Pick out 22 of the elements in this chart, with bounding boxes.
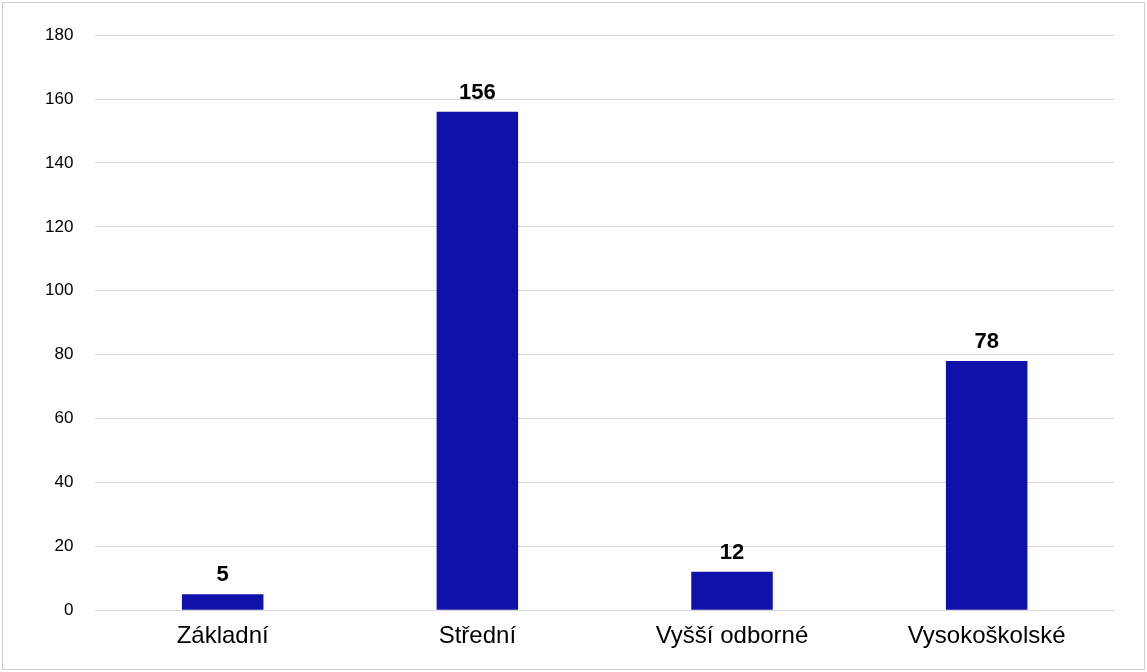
x-tick-label: Střední [438, 621, 517, 649]
data-label: 12 [719, 538, 745, 564]
y-tick-label: 100 [44, 280, 74, 300]
data-label: 5 [216, 561, 229, 587]
y-tick-label: 20 [54, 536, 74, 555]
bar [691, 571, 773, 610]
data-label: 156 [458, 78, 496, 104]
data-label: 78 [974, 328, 999, 354]
bar [436, 111, 519, 610]
y-tick-label: 120 [44, 216, 74, 236]
bar [181, 594, 264, 610]
y-tick-label: 140 [44, 152, 74, 172]
x-tick-label: Základní [176, 621, 270, 649]
y-tick-label: 160 [44, 88, 74, 108]
y-tick-label: 40 [54, 472, 74, 492]
x-tick-label: Vysokoškolské [907, 621, 1066, 649]
y-tick-label: 180 [44, 24, 74, 44]
y-tick-label: 60 [54, 408, 74, 428]
y-tick-label: 80 [54, 344, 74, 364]
x-tick-label: Vyšší odborné [655, 621, 809, 649]
y-tick-label: 0 [63, 599, 74, 619]
bar [945, 361, 1028, 610]
